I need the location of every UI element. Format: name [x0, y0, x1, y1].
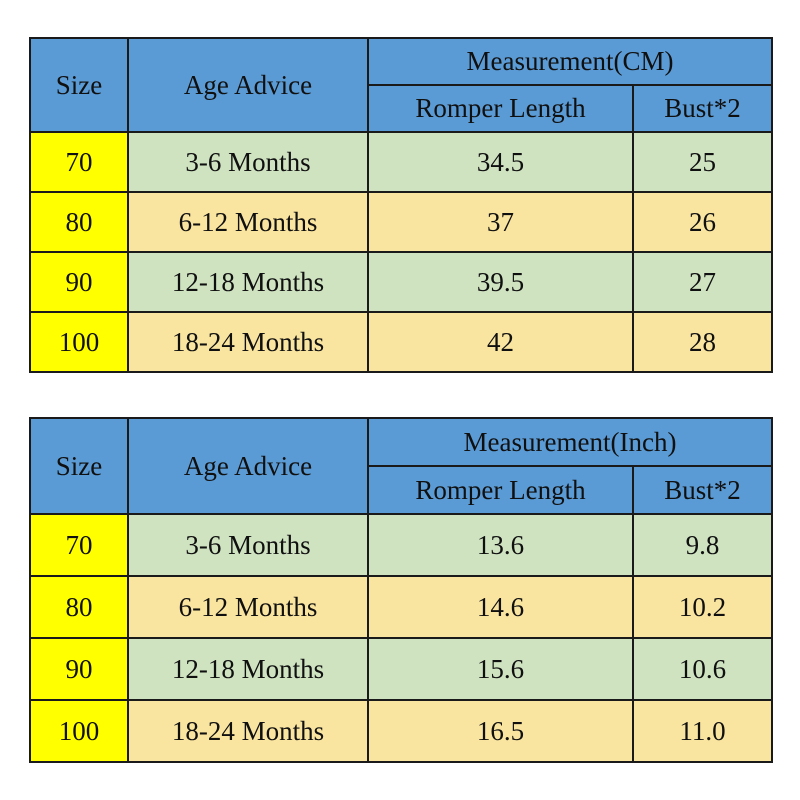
length-cell: 37	[367, 191, 634, 253]
romper-length-column-header: Romper Length	[367, 84, 634, 133]
size-cell: 70	[29, 131, 129, 193]
size-cell: 90	[29, 251, 129, 313]
table-row: 90 12-18 Months 15.6 10.6	[29, 637, 773, 701]
bust-cell: 28	[632, 311, 773, 373]
size-column-header: Size	[29, 417, 129, 515]
table-row: 70 3-6 Months 34.5 25	[29, 131, 773, 193]
bust-column-header: Bust*2	[632, 84, 773, 133]
bust-cell: 26	[632, 191, 773, 253]
size-column-header: Size	[29, 37, 129, 133]
size-cell: 80	[29, 575, 129, 639]
bust-cell: 10.6	[632, 637, 773, 701]
table-row: 100 18-24 Months 42 28	[29, 311, 773, 373]
length-cell: 34.5	[367, 131, 634, 193]
age-cell: 3-6 Months	[127, 131, 369, 193]
bust-cell: 27	[632, 251, 773, 313]
age-cell: 3-6 Months	[127, 513, 369, 577]
size-cell: 80	[29, 191, 129, 253]
size-table-cm: Size Age Advice Measurement(CM) Romper L…	[29, 37, 773, 373]
table-row: 70 3-6 Months 13.6 9.8	[29, 513, 773, 577]
length-cell: 14.6	[367, 575, 634, 639]
age-advice-column-header: Age Advice	[127, 417, 369, 515]
age-advice-column-header: Age Advice	[127, 37, 369, 133]
measurement-inch-header: Measurement(Inch)	[367, 417, 773, 467]
age-cell: 12-18 Months	[127, 637, 369, 701]
length-cell: 13.6	[367, 513, 634, 577]
bust-cell: 11.0	[632, 699, 773, 763]
size-cell: 90	[29, 637, 129, 701]
size-table-inch: Size Age Advice Measurement(Inch) Romper…	[29, 417, 773, 763]
age-cell: 12-18 Months	[127, 251, 369, 313]
bust-cell: 9.8	[632, 513, 773, 577]
age-cell: 18-24 Months	[127, 311, 369, 373]
bust-cell: 25	[632, 131, 773, 193]
age-cell: 6-12 Months	[127, 191, 369, 253]
age-cell: 18-24 Months	[127, 699, 369, 763]
length-cell: 16.5	[367, 699, 634, 763]
romper-length-column-header: Romper Length	[367, 465, 634, 515]
size-cell: 70	[29, 513, 129, 577]
length-cell: 39.5	[367, 251, 634, 313]
length-cell: 42	[367, 311, 634, 373]
length-cell: 15.6	[367, 637, 634, 701]
bust-cell: 10.2	[632, 575, 773, 639]
size-cell: 100	[29, 699, 129, 763]
table-row: 80 6-12 Months 14.6 10.2	[29, 575, 773, 639]
table-row: 100 18-24 Months 16.5 11.0	[29, 699, 773, 763]
bust-column-header: Bust*2	[632, 465, 773, 515]
table-row: 80 6-12 Months 37 26	[29, 191, 773, 253]
age-cell: 6-12 Months	[127, 575, 369, 639]
table-row: 90 12-18 Months 39.5 27	[29, 251, 773, 313]
measurement-cm-header: Measurement(CM)	[367, 37, 773, 86]
size-cell: 100	[29, 311, 129, 373]
